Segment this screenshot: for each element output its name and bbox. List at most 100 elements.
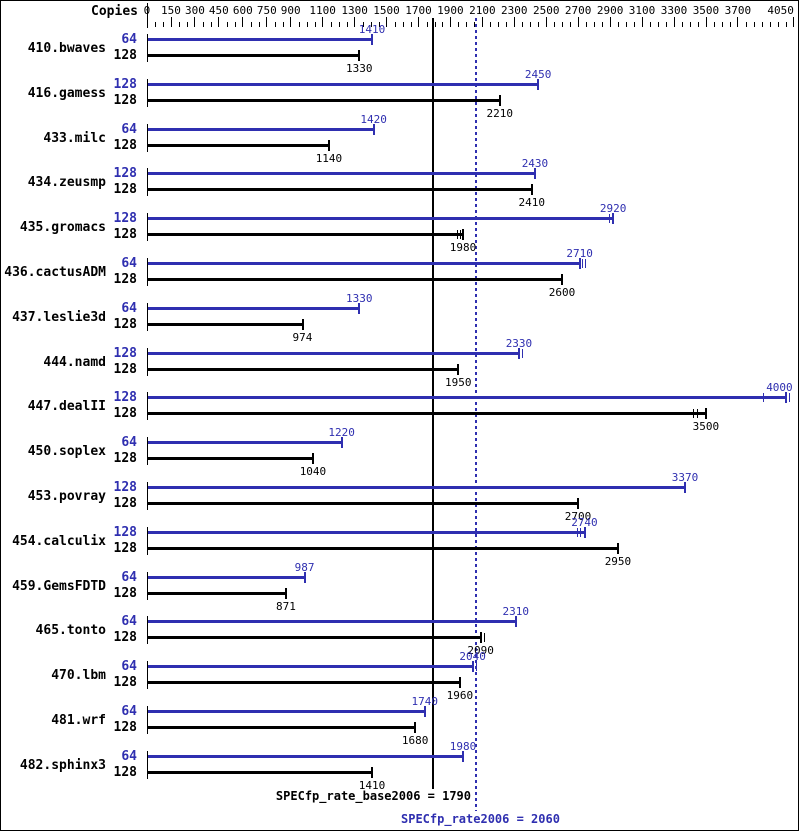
value-label-base: 2950 (604, 554, 632, 568)
copies-header: Copies (91, 4, 138, 19)
value-label-base: 1410 (358, 778, 386, 792)
bar-peak (148, 620, 516, 624)
bar-peak (148, 82, 539, 86)
run-mark (763, 393, 765, 403)
group-axis-segment (147, 526, 148, 555)
bar-end-cap (285, 587, 288, 599)
tick-minor-icon (178, 22, 180, 27)
bar-base (148, 278, 563, 281)
axis-label: 2900 (596, 4, 624, 17)
tick-minor-icon (490, 22, 492, 27)
bar-base (148, 188, 532, 192)
tick-minor-icon (306, 22, 308, 27)
bar-peak (148, 486, 686, 489)
tick-minor-icon (314, 22, 316, 27)
tick-minor-icon (761, 22, 763, 27)
bar-end-cap (457, 363, 460, 375)
tick-minor-icon (426, 22, 428, 27)
copies-label-peak: 128 (113, 166, 137, 182)
group-axis-segment (147, 437, 148, 466)
value-label-base: 2700 (564, 510, 592, 523)
benchmark-label: 410.bwaves (27, 41, 106, 56)
axis-label: 3700 (724, 4, 752, 17)
tick-minor-icon (658, 22, 659, 27)
bar-end-cap (340, 437, 343, 449)
copies-label-peak: 64 (121, 704, 137, 719)
copies-label-base: 128 (113, 585, 137, 601)
tick-minor-icon (338, 22, 340, 27)
bar-end-cap (301, 318, 304, 330)
bar-base (148, 726, 416, 729)
bar-base (148, 591, 287, 595)
bar-end-cap (372, 123, 375, 135)
axis-label: 300 (184, 4, 205, 17)
axis-label: 150 (161, 4, 181, 17)
bar-end-cap (617, 542, 620, 554)
benchmark-label: 416.gamess (27, 85, 106, 101)
bar-peak (148, 306, 360, 310)
tick-minor-icon (298, 22, 300, 27)
tick-major-icon (481, 17, 483, 27)
tick-minor-icon (594, 22, 596, 27)
value-label-peak: 987 (294, 560, 315, 574)
axis-label: 2300 (501, 4, 528, 17)
axis-label: 450 (208, 4, 229, 17)
run-mark (522, 348, 524, 358)
copies-label-base: 128 (113, 540, 137, 556)
group-axis-segment (147, 482, 148, 510)
value-label-base: 3500 (692, 420, 720, 434)
value-label-base: 2090 (467, 644, 494, 658)
copies-label-peak: 64 (121, 300, 137, 316)
value-label-peak: 1220 (328, 426, 355, 440)
value-label-peak: 1420 (360, 112, 387, 126)
tick-major-icon (705, 17, 707, 27)
axis-label: 900 (280, 4, 301, 17)
value-label-base: 974 (292, 330, 313, 344)
bar-end-cap (423, 706, 426, 717)
tick-major-icon (266, 17, 268, 27)
benchmark-label: 434.zeusmp (27, 175, 106, 191)
tick-minor-icon (698, 22, 699, 27)
base-rate-label: SPECfp_rate_base2006 = 1790 (275, 789, 471, 803)
value-label-peak: 4000 (766, 381, 793, 395)
value-label-base: 2210 (486, 106, 514, 120)
benchmark-label: 482.sphinx3 (19, 757, 106, 773)
copies-label-base: 128 (113, 272, 137, 287)
tick-minor-icon (562, 22, 564, 27)
tick-minor-icon (210, 22, 212, 27)
value-label-base: 1040 (299, 465, 327, 479)
copies-label-base: 128 (113, 496, 137, 511)
bar-end-cap (459, 677, 461, 689)
tick-major-icon (242, 17, 244, 27)
tick-major-icon (218, 17, 220, 27)
copies-label-base: 128 (113, 720, 137, 735)
benchmark-label: 454.calculix (12, 533, 106, 549)
tick-minor-icon (434, 22, 436, 27)
benchmark-label: 459.GemsFDTD (12, 578, 106, 594)
copies-label-peak: 64 (121, 659, 137, 675)
tick-minor-icon (410, 22, 412, 27)
bar-peak (148, 754, 464, 758)
copies-label-base: 128 (113, 630, 137, 646)
bar-peak (148, 262, 580, 265)
group-axis-segment (147, 168, 148, 197)
tick-major-icon (386, 17, 388, 27)
bar-end-cap (371, 34, 374, 45)
bar-base (148, 546, 619, 550)
bar-end-cap (479, 632, 482, 644)
value-label-peak: 2310 (502, 605, 530, 619)
bar-peak (148, 172, 536, 176)
copies-label-peak: 64 (121, 614, 137, 630)
group-axis-segment (147, 258, 148, 286)
bar-end-cap (583, 526, 586, 538)
benchmark-label: 437.leslie3d (12, 309, 106, 325)
copies-label-peak: 64 (121, 569, 137, 585)
bar-end-cap (514, 616, 517, 628)
tick-minor-icon (466, 22, 468, 27)
value-label-base: 1140 (315, 151, 343, 165)
benchmark-label: 436.cactusADM (4, 265, 106, 280)
bar-end-cap (784, 392, 787, 404)
run-mark (697, 409, 699, 419)
bar-end-cap (414, 722, 417, 733)
tick-minor-icon (618, 22, 620, 27)
